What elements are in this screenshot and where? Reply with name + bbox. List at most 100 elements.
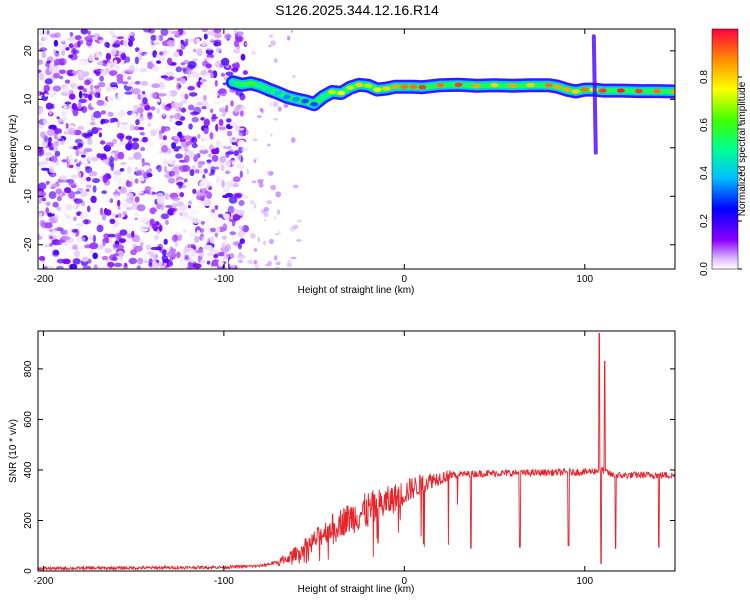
noise-cell: [97, 81, 106, 88]
noise-cell: [200, 220, 205, 225]
noise-cell: [71, 184, 78, 189]
x-tick-label: -200: [33, 576, 53, 587]
noise-cell: [184, 178, 188, 183]
noise-cell: [78, 171, 82, 179]
ridge-cell: [562, 87, 571, 92]
x-tick-label: 100: [576, 576, 593, 587]
noise-cell: [223, 76, 228, 81]
noise-cell: [92, 65, 99, 70]
noise-cell: [122, 211, 127, 216]
ridge-cell: [364, 83, 373, 88]
noise-cell: [49, 165, 55, 174]
noise-cell: [217, 213, 224, 218]
heatmap-y-label: Frequency (Hz): [8, 115, 19, 184]
noise-cell: [81, 236, 86, 243]
noise-cell: [287, 259, 292, 266]
noise-cell: [221, 242, 226, 249]
noise-cell: [253, 248, 258, 252]
noise-cell: [200, 83, 208, 91]
noise-cell: [122, 202, 129, 209]
noise-cell: [113, 194, 119, 199]
noise-cell: [269, 238, 274, 245]
noise-cell: [80, 191, 88, 197]
noise-cell: [217, 252, 225, 257]
noise-cell: [139, 131, 145, 136]
noise-cell: [192, 58, 199, 62]
noise-cell: [128, 40, 133, 47]
noise-cell: [152, 65, 160, 72]
noise-cell: [239, 238, 245, 245]
noise-cell: [92, 185, 97, 193]
chart-title: S126.2025.344.12.16.R14: [275, 2, 439, 18]
noise-cell: [156, 60, 161, 64]
noise-cell: [157, 164, 162, 173]
noise-cell: [99, 75, 104, 82]
noise-cell: [69, 263, 78, 269]
noise-cell: [99, 140, 106, 145]
noise-cell: [112, 175, 120, 183]
noise-cell: [144, 185, 151, 194]
noise-cell: [112, 243, 120, 248]
noise-cell: [242, 70, 248, 75]
noise-cell: [81, 256, 89, 262]
ridge-cell: [580, 87, 589, 92]
noise-cell: [125, 192, 134, 198]
noise-cell: [167, 57, 173, 65]
ridge-cell: [292, 97, 300, 102]
noise-cell: [164, 71, 174, 78]
noise-cell: [267, 143, 271, 147]
noise-cell: [90, 157, 99, 162]
ridge-cell: [328, 89, 337, 95]
noise-cell: [189, 111, 199, 116]
noise-cell: [180, 39, 184, 45]
noise-cell: [95, 39, 99, 44]
noise-cell: [109, 30, 115, 36]
noise-cell: [118, 255, 124, 261]
noise-cell: [246, 168, 250, 175]
noise-cell: [211, 259, 221, 267]
noise-cell: [199, 228, 205, 233]
noise-cell: [56, 116, 60, 120]
noise-cell: [45, 102, 53, 110]
noise-cell: [197, 163, 203, 169]
noise-cell: [296, 219, 302, 223]
noise-cell: [52, 90, 57, 96]
noise-cell: [78, 98, 87, 104]
noise-cell: [66, 220, 74, 224]
noise-cell: [108, 237, 113, 244]
noise-cell: [139, 217, 148, 224]
noise-cell: [116, 144, 121, 152]
noise-cell: [220, 164, 225, 172]
noise-cell: [219, 88, 228, 97]
noise-cell: [228, 258, 236, 266]
noise-cell: [201, 106, 208, 110]
noise-cell: [62, 247, 68, 254]
noise-cell: [225, 170, 231, 175]
y-tick-label: 200: [23, 512, 34, 529]
noise-cell: [126, 233, 133, 239]
noise-cell: [232, 59, 237, 65]
x-tick-label: -100: [214, 274, 234, 285]
noise-cell: [81, 154, 86, 158]
ridge-cell: [256, 83, 264, 88]
noise-cell: [210, 91, 219, 98]
noise-cell: [68, 164, 74, 169]
ridge-cell: [436, 83, 445, 88]
noise-cell: [128, 257, 138, 265]
noise-cell: [153, 38, 161, 47]
noise-cell: [127, 242, 135, 246]
noise-cell: [92, 252, 98, 260]
noise-cell: [70, 174, 78, 179]
noise-cell: [120, 186, 127, 192]
snr-y-ticks: 0 200 400 600 800: [23, 360, 675, 574]
noise-cell: [200, 259, 206, 264]
noise-cell: [211, 116, 218, 120]
noise-cell: [101, 190, 108, 195]
noise-cell: [222, 223, 228, 232]
noise-cell: [115, 232, 120, 241]
noise-cell: [71, 229, 78, 233]
noise-cell: [44, 78, 53, 85]
noise-cell: [237, 259, 244, 264]
noise-cell: [208, 172, 213, 176]
y-tick-label: 800: [23, 360, 34, 377]
